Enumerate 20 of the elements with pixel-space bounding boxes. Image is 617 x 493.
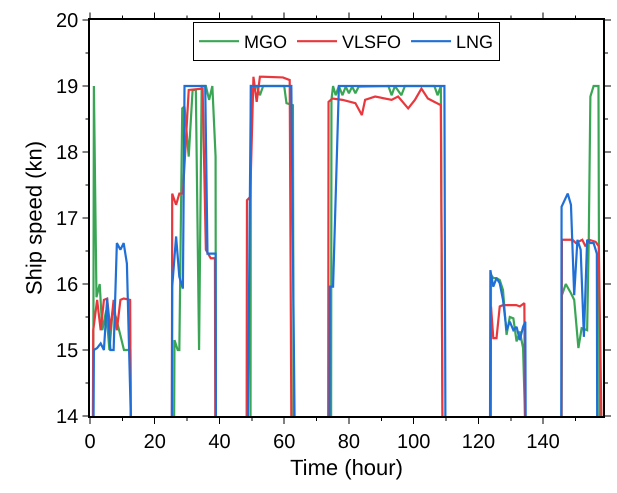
x-tick-label: 100	[396, 430, 430, 453]
x-tick-label: 40	[208, 430, 231, 453]
x-axis-title: Time (hour)	[290, 455, 403, 480]
y-tick-label: 15	[56, 340, 78, 362]
x-tick-label: 80	[338, 430, 360, 453]
y-axis-title: Ship speed (kn)	[21, 140, 46, 296]
y-tick-label: 17	[56, 208, 78, 230]
y-tick-label: 14	[56, 406, 78, 428]
y-tick-label: 18	[56, 142, 78, 164]
legend-label: MGO	[244, 32, 287, 52]
x-tick-label: 20	[144, 430, 166, 453]
x-tick-label: 60	[273, 430, 296, 453]
x-tick-label: 120	[462, 430, 496, 453]
y-tick-label: 20	[56, 10, 78, 32]
y-tick-label: 19	[56, 76, 78, 98]
x-tick-label: 0	[84, 430, 96, 453]
x-tick-label: 140	[526, 430, 560, 453]
legend-label: LNG	[456, 32, 494, 52]
legend-label: VLSFO	[342, 32, 402, 52]
y-tick-label: 16	[56, 274, 78, 296]
